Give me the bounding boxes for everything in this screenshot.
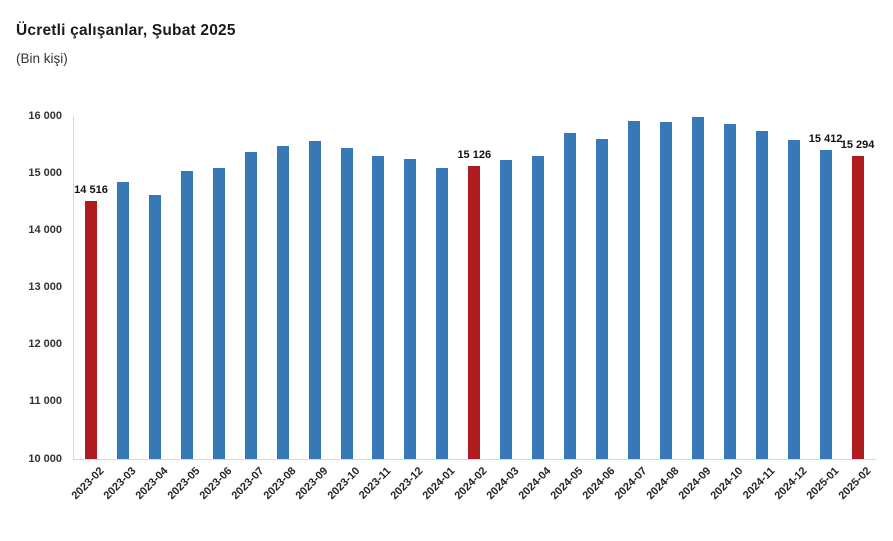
x-axis-tick-label-2023-05: 2023-05 (165, 465, 203, 503)
bar-2024-10 (723, 124, 736, 459)
x-axis-tick-label-2023-11: 2023-11 (357, 465, 394, 502)
bar-2023-03 (116, 181, 129, 459)
bar-2024-06 (596, 138, 609, 459)
x-axis-tick-label-2024-10: 2024-10 (708, 465, 746, 503)
bar-2024-07 (627, 121, 640, 459)
bar-2025-01 (819, 149, 832, 459)
bar-value-label-2024-02: 15 126 (457, 148, 492, 161)
x-axis-tick-label-2024-09: 2024-09 (676, 465, 714, 503)
bar-2023-12 (404, 159, 417, 459)
x-axis-tick-label-2024-05: 2024-05 (548, 465, 586, 503)
x-axis-tick-label-2024-12: 2024-12 (772, 465, 810, 503)
y-axis-line (73, 116, 74, 459)
bar-2025-02 (851, 156, 864, 459)
x-axis-tick-label-2025-01: 2025-01 (804, 465, 842, 503)
bar-value-label-2023-02: 14 516 (74, 183, 108, 196)
bar-2024-05 (564, 132, 577, 459)
y-axis-tick-label: 16 000 (28, 109, 62, 122)
x-axis-tick-label-2024-04: 2024-04 (516, 465, 554, 503)
x-axis-tick-label-2025-02: 2025-02 (835, 465, 874, 503)
x-axis-tick-label-2023-12: 2023-12 (388, 465, 426, 503)
y-axis-tick-label: 15 000 (28, 166, 62, 179)
x-axis-tick-label-2024-08: 2024-08 (644, 465, 682, 503)
bar-value-label-2025-01: 15 412 (808, 132, 843, 145)
x-axis-tick-label-2024-03: 2024-03 (484, 465, 522, 503)
bar-2024-04 (532, 156, 545, 459)
bar-2024-09 (691, 117, 704, 459)
bar-2024-01 (436, 168, 449, 459)
bar-2023-08 (276, 145, 289, 459)
x-axis-tick-label-2024-01: 2024-01 (420, 465, 458, 503)
x-axis-tick-label-2024-11: 2024-11 (740, 465, 778, 502)
x-axis-tick-label-2023-04: 2023-04 (133, 465, 171, 503)
x-axis-tick-label-2023-08: 2023-08 (261, 465, 299, 503)
bar-2023-10 (340, 147, 353, 459)
y-axis-tick-label: 11 000 (28, 395, 62, 408)
x-axis-tick-label-2024-02: 2024-02 (452, 465, 490, 503)
x-axis-tick-label-2024-07: 2024-07 (612, 465, 650, 503)
x-axis-tick-label-2023-03: 2023-03 (101, 465, 139, 503)
chart-title: Ücretli çalışanlar, Şubat 2025 (16, 22, 236, 39)
bar-2024-08 (659, 121, 672, 459)
bar-2023-02 (85, 200, 97, 459)
bar-2023-05 (180, 171, 193, 459)
chart-subtitle: (Bin kişi) (16, 51, 68, 66)
bar-2024-02 (468, 165, 481, 459)
bar-2024-03 (500, 160, 513, 459)
x-axis-tick-label-2023-10: 2023-10 (324, 465, 363, 503)
y-axis-tick-label: 10 000 (28, 452, 62, 465)
bar-2023-06 (212, 167, 225, 459)
x-axis-line (73, 459, 876, 460)
y-axis-tick-label: 13 000 (28, 281, 62, 293)
x-axis-tick-label-2023-02: 2023-02 (69, 465, 107, 503)
bar-2023-09 (308, 141, 321, 459)
bar-value-label-2025-02: 15 294 (840, 139, 875, 152)
x-axis-tick-label-2023-06: 2023-06 (197, 465, 235, 503)
x-axis-tick-label-2024-06: 2024-06 (580, 465, 618, 503)
bar-2024-12 (787, 140, 800, 459)
x-axis-tick-label-2023-09: 2023-09 (293, 465, 331, 503)
y-axis-tick-label: 12 000 (28, 338, 62, 351)
bar-2023-04 (148, 194, 161, 459)
bar-2023-07 (244, 151, 257, 459)
y-axis-tick-label: 14 000 (28, 223, 62, 236)
bar-2023-11 (372, 156, 385, 459)
bar-2024-11 (755, 130, 768, 459)
x-axis-tick-label-2023-07: 2023-07 (229, 465, 267, 503)
